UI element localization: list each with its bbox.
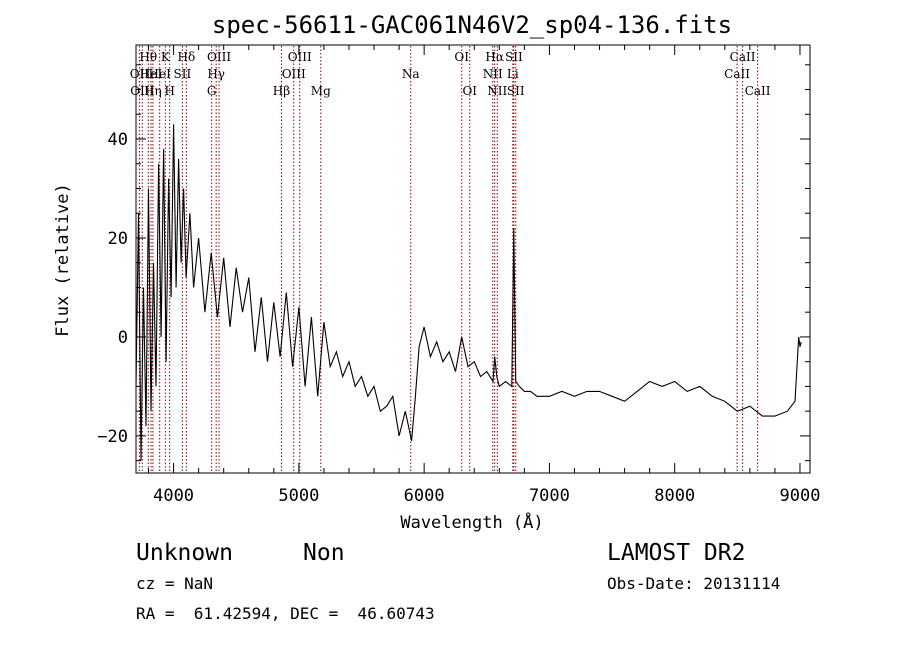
line-label: Hδ [178, 50, 196, 64]
x-tick-label: 8000 [654, 486, 695, 506]
survey-name: LAMOST DR2 [607, 540, 746, 566]
line-label: CaII [745, 84, 771, 98]
line-label: SII [174, 67, 192, 81]
line-label: OIII [282, 67, 306, 81]
line-label: OIII [288, 50, 312, 64]
line-label: Li [507, 67, 519, 81]
line-label: NII [487, 84, 507, 98]
line-label: SII [507, 84, 525, 98]
line-label: SII [505, 50, 523, 64]
x-tick-label: 4000 [153, 486, 194, 506]
x-tick-label: 9000 [780, 486, 821, 506]
line-label: OII [130, 67, 150, 81]
x-axis: 4000 5000 6000 7000 8000 9000 [148, 45, 821, 506]
line-label: HeI [149, 67, 172, 81]
line-label: K [161, 50, 171, 64]
y-tick-label: 40 [108, 130, 128, 150]
y-tick-label: 20 [108, 229, 128, 249]
observation-date: Obs-Date: 20131114 [607, 574, 781, 593]
line-label: Hα [485, 50, 504, 64]
y-axis: −20 0 20 40 [97, 64, 810, 462]
line-label: OI [462, 84, 477, 98]
x-axis-label: Wavelength (Å) [400, 511, 543, 533]
emission-line-markers [138, 46, 759, 472]
y-tick-label: 0 [118, 328, 128, 348]
y-axis-label: Flux (relative) [53, 183, 73, 337]
line-label: HeI [140, 67, 163, 81]
x-tick-label: 5000 [278, 486, 319, 506]
plot-frame [135, 44, 811, 474]
line-label: CaII [724, 67, 750, 81]
line-label: OI [454, 50, 469, 64]
line-label: Mg [311, 84, 331, 98]
redshift-value: cz = NaN [136, 574, 214, 593]
line-label: Hγ [207, 67, 225, 81]
x-tick-label: 6000 [404, 486, 445, 506]
line-label: Hθ [139, 50, 157, 64]
line-label: Hβ [273, 84, 290, 98]
object-subclass: Non [303, 540, 345, 566]
line-label: OIII [207, 50, 231, 64]
y-tick-label: −20 [97, 427, 128, 447]
line-label: H [164, 84, 174, 98]
x-tick-label: 7000 [529, 486, 570, 506]
chart-title: spec-56611-GAC061N46V2_sp04-136.fits [212, 11, 732, 39]
line-label: CaII [730, 50, 756, 64]
line-label: Na [402, 67, 420, 81]
spectrum-line [135, 124, 802, 461]
line-label: Hη [144, 84, 162, 98]
object-class: Unknown [136, 540, 233, 566]
line-label: NII [483, 67, 503, 81]
sky-coordinates: RA = 61.42594, DEC = 46.60743 [136, 604, 435, 623]
emission-line-labels: OIIOIIIHθHeIHηHeIKHSIIHδGHγOIIIHβOIIIOII… [130, 50, 771, 98]
line-label: G [207, 84, 217, 98]
